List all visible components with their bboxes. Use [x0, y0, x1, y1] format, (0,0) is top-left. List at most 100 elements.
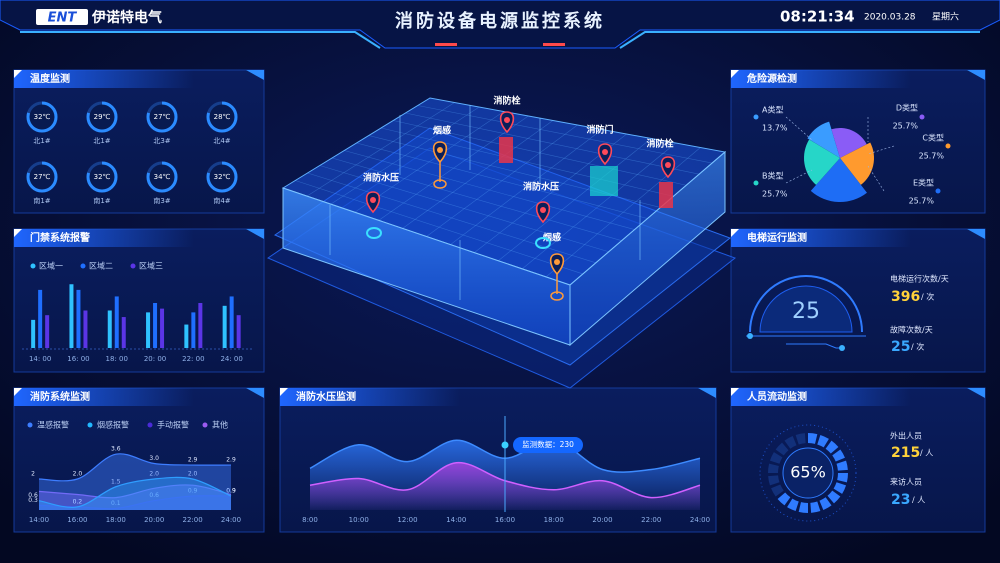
stat-value: 215 [891, 445, 920, 461]
header-accent [543, 43, 565, 46]
sensor-name: 北1# [33, 137, 50, 145]
header-accent [435, 43, 457, 46]
bar [222, 305, 227, 348]
floor-grid [521, 142, 677, 270]
panel-corner [698, 388, 716, 398]
label-dot [753, 114, 759, 120]
x-tick-label: 18:00 [544, 516, 564, 524]
pie-category: D类型 [896, 103, 918, 113]
data-label: 0.9 [226, 488, 236, 495]
temp-value: 32℃ [214, 173, 231, 181]
scene-marker-label: 消防栓 [493, 95, 520, 107]
data-label: 2.9 [226, 457, 236, 464]
temp-value: 32℃ [34, 113, 51, 121]
floor-grid [295, 180, 584, 275]
line [38, 453, 232, 482]
fire-door [590, 166, 618, 196]
stat-unit: / 人 [920, 449, 933, 458]
tooltip: 监测数据：230 [522, 439, 574, 449]
bar [83, 310, 88, 348]
panel [730, 228, 986, 373]
gauge-segment [768, 463, 779, 473]
gauge-segment [795, 433, 806, 445]
data-label: 0.1 [111, 500, 121, 507]
legend-dot [27, 422, 33, 428]
stat-unit: / 次 [911, 342, 924, 352]
sensor-name: 南4# [213, 196, 230, 205]
panel [13, 228, 265, 373]
x-tick-label: 22:00 [183, 516, 203, 524]
cursor-dot [501, 441, 509, 449]
company-name: 伊诺特电气 [91, 9, 162, 26]
floor-grid [545, 147, 701, 278]
gauge-segment [819, 497, 832, 510]
weekday: 星期六 [932, 11, 959, 23]
x-tick-label: 16:00 [67, 516, 87, 524]
pin-icon [554, 259, 560, 265]
scene-marker-label: 烟感 [543, 232, 561, 244]
legend-label: 温感报警 [37, 420, 69, 430]
leader-line [867, 145, 895, 155]
gauge-value: 25 [792, 299, 820, 324]
temp-ring [206, 161, 238, 193]
data-label: 2.0 [188, 471, 198, 478]
tooltip-box [513, 437, 583, 453]
legend-dot [30, 263, 36, 269]
floor-grid [417, 105, 713, 164]
legend-label: 烟感报警 [97, 420, 129, 430]
temp-ring [146, 101, 178, 133]
bar [69, 284, 74, 348]
x-tick-label: 14:00 [446, 516, 466, 524]
pressure-ring [366, 227, 382, 239]
x-tick-label: 20:00 [144, 516, 164, 524]
panel-header [14, 70, 194, 88]
data-label: 1.5 [111, 478, 121, 485]
panel [730, 387, 986, 533]
temp-value: 27℃ [34, 173, 51, 181]
data-label: 2 [31, 471, 35, 478]
pin-base [550, 291, 564, 301]
stat-unit: / 人 [912, 496, 925, 505]
bar [38, 289, 43, 348]
panel-corner [246, 70, 264, 80]
gauge-segment [784, 436, 797, 449]
x-tick-label: 14: 00 [29, 355, 51, 363]
line [38, 484, 232, 499]
x-tick-label: 20: 00 [144, 355, 166, 363]
data-label: 2.0 [149, 471, 159, 478]
floor-grid [319, 165, 609, 253]
floor-grid [306, 102, 455, 197]
panel-corner [14, 229, 22, 237]
panel-header [731, 229, 911, 247]
header-glow [20, 31, 980, 49]
inner-walls [329, 105, 641, 300]
gauge-segment [768, 475, 780, 486]
pie-value-label: 25.7% [909, 197, 935, 206]
gauge-segment [827, 490, 841, 504]
bar [191, 312, 196, 348]
bar [107, 310, 112, 348]
x-tick-label: 24: 00 [220, 355, 242, 363]
pin-base [433, 179, 447, 189]
panel-corner [967, 388, 985, 398]
floor-grid [344, 150, 635, 230]
gauge-segment [798, 502, 808, 513]
x-tick-label: 18:00 [106, 516, 126, 524]
data-label: 2.0 [73, 471, 83, 478]
legend-label: 手动报警 [157, 420, 189, 430]
sensor-name: 南1# [93, 196, 110, 205]
legend-dot [202, 422, 208, 428]
floor-grid [405, 112, 700, 175]
gauge-value: 65% [790, 463, 826, 482]
panel-header [731, 388, 911, 406]
sensor-name: 北3# [153, 137, 170, 145]
floor-grid [330, 106, 480, 205]
floor-grid [307, 172, 596, 264]
stat-value: 25 [891, 339, 910, 355]
logo: ENT [48, 11, 78, 26]
panel-corner [967, 229, 985, 239]
panel-corner [14, 388, 22, 396]
floor-grid [331, 157, 622, 241]
x-tick-label: 12:00 [397, 516, 417, 524]
hydrant-box [659, 182, 673, 208]
